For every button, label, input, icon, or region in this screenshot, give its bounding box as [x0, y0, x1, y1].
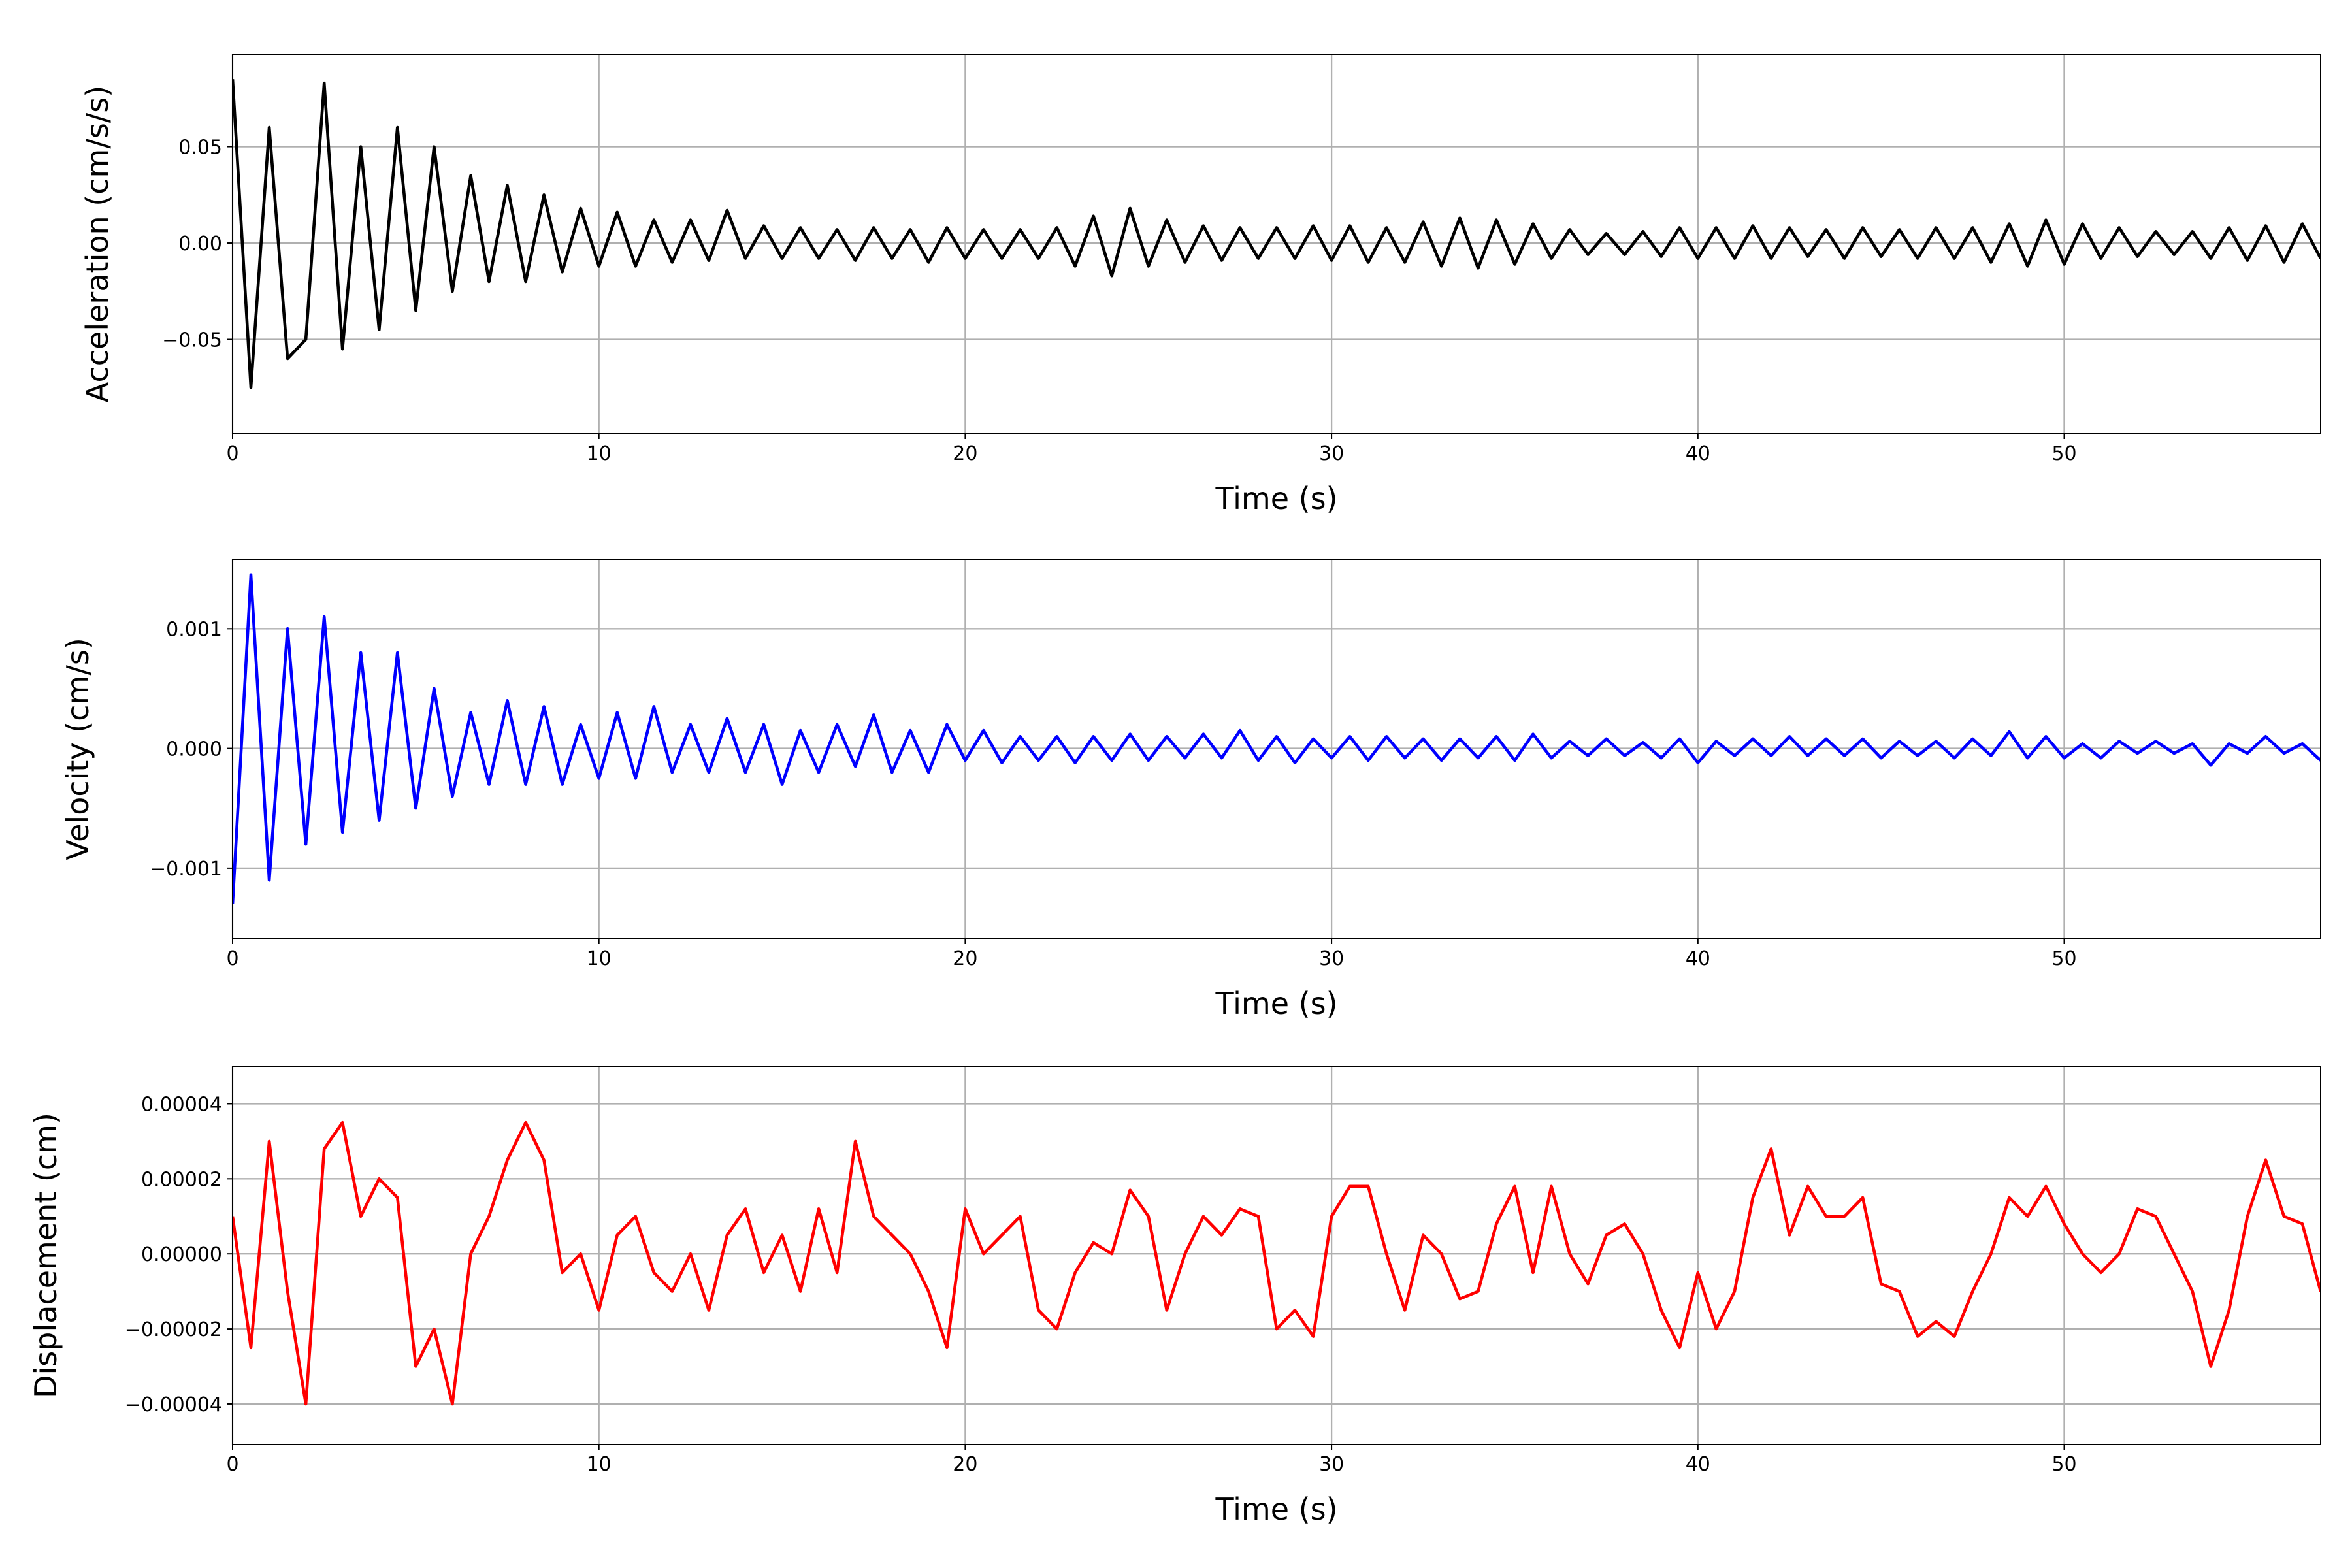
y-tick-label: 0.000: [166, 738, 222, 761]
subplot: 0 10 20 30 40 50 −0.001 0.000 0.001 Time (s) Veloc…: [60, 559, 2321, 1021]
y-tick-label: 0.001: [166, 618, 222, 641]
subplot: 0 10 20 30 40 50 −0.00004 −0.00002 0.00000 0.0000…: [28, 1066, 2321, 1527]
axes-frame: [232, 54, 2321, 434]
x-tick-label: 50: [2051, 947, 2076, 970]
axes-frame: [232, 559, 2321, 939]
y-tick-label: −0.00004: [125, 1394, 222, 1416]
subplot: 0 10 20 30 40 50 −0.05 0.00 0.05 Time (s) Accelera…: [80, 54, 2321, 516]
data-line: [233, 1120, 2321, 1406]
x-tick-label: 0: [226, 1453, 238, 1476]
x-tick-label: 40: [1686, 947, 1710, 970]
x-tick-label: 30: [1319, 1453, 1344, 1476]
x-axis-label: Time (s): [1215, 986, 1337, 1021]
y-tick-label: 0.00002: [141, 1168, 222, 1191]
x-tick-label: 0: [226, 442, 238, 465]
y-tick-label: −0.05: [162, 329, 222, 351]
x-axis-label: Time (s): [1215, 1492, 1337, 1527]
axes-frame: [232, 1066, 2321, 1445]
y-tick-label: −0.001: [150, 858, 222, 881]
y-tick-label: 0.05: [178, 137, 222, 159]
y-axis-label: Velocity (cm/s): [60, 638, 95, 860]
y-tick-label: 0.00004: [141, 1093, 222, 1116]
x-tick-label: 0: [226, 947, 238, 970]
y-tick-label: 0.00000: [141, 1243, 222, 1266]
x-tick-label: 10: [587, 442, 612, 465]
x-tick-label: 40: [1686, 1453, 1710, 1476]
x-tick-label: 10: [587, 1453, 612, 1476]
x-tick-label: 50: [2051, 442, 2076, 465]
x-tick-label: 40: [1686, 442, 1710, 465]
x-tick-label: 20: [953, 1453, 977, 1476]
y-axis-label: Displacement (cm): [28, 1113, 63, 1398]
x-tick-label: 30: [1319, 442, 1344, 465]
x-tick-label: 20: [953, 947, 977, 970]
y-tick-label: 0.00: [178, 233, 222, 255]
x-tick-label: 30: [1319, 947, 1344, 970]
x-tick-label: 50: [2051, 1453, 2076, 1476]
x-tick-label: 10: [587, 947, 612, 970]
x-tick-label: 20: [953, 442, 977, 465]
data-line: [233, 573, 2321, 904]
y-tick-label: −0.00002: [125, 1318, 222, 1341]
data-line: [233, 79, 2321, 389]
y-axis-label: Acceleration (cm/s/s): [80, 86, 115, 402]
x-axis-label: Time (s): [1215, 481, 1337, 516]
